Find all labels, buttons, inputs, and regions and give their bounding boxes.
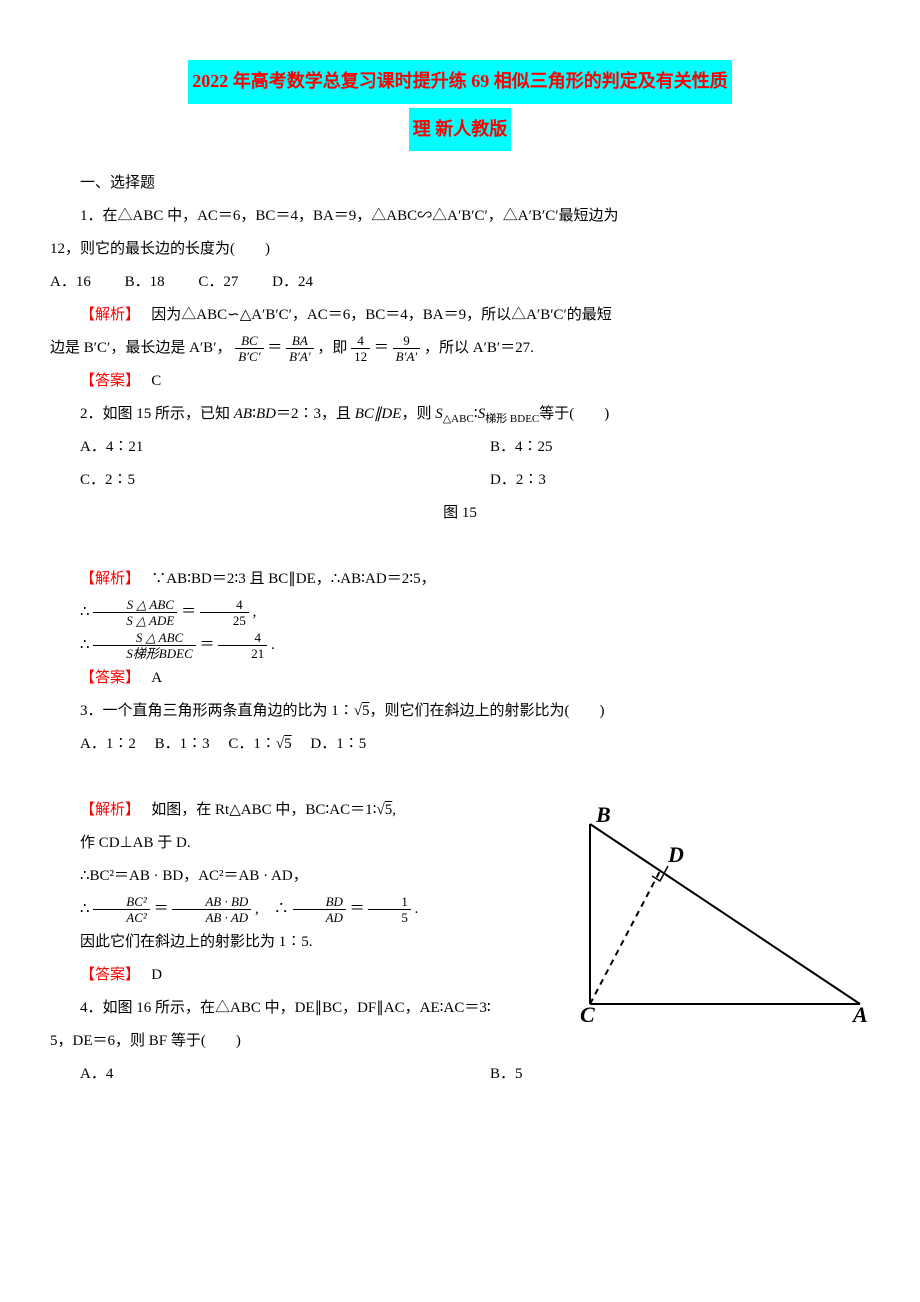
q2-answer: 【答案】 A — [50, 662, 870, 695]
q2-figlabel: 图 15 — [50, 497, 870, 530]
analysis-label: 【解析】 — [80, 571, 133, 587]
q2-analysis-3: ∴ S △ ABC S梯形BDEC ＝ 4 21 . — [50, 629, 870, 662]
q4-opt-a: A．4 — [50, 1058, 460, 1091]
fraction: BC B′C′ — [235, 333, 263, 365]
q1-opt-c: C．27 — [198, 274, 238, 290]
q4-opt-b: B．5 — [460, 1058, 870, 1091]
q1-stem-2: 12，则它的最长边的长度为( ) — [50, 233, 870, 266]
q2-opt-d: D．2∶3 — [460, 464, 870, 497]
fraction: 4 21 — [218, 630, 267, 662]
q1-analysis-p1: 边是 B′C′，最长边是 A′B′， — [50, 340, 231, 356]
analysis-label: 【解析】 — [80, 802, 133, 818]
q3-opt-c: C．1∶√5 — [228, 736, 291, 752]
triangle-diagram: B C A D — [570, 804, 870, 1024]
q3-opt-b: B．1∶3 — [155, 736, 210, 752]
fraction: BC² AC² — [93, 894, 150, 926]
doc-title-line1: 2022 年高考数学总复习课时提升练 69 相似三角形的判定及有关性质 — [188, 60, 732, 104]
svg-text:D: D — [667, 842, 684, 867]
q3-answer-val: D — [151, 967, 162, 983]
fraction: S △ ABC S梯形BDEC — [93, 630, 195, 662]
q2-stem: 2．如图 15 所示，已知 AB∶BD＝2∶3，且 BC∥DE，则 S△ABC∶… — [50, 398, 870, 431]
analysis-label: 【解析】 — [80, 307, 133, 323]
q1-opt-d: D．24 — [272, 274, 313, 290]
fraction: 4 25 — [200, 597, 249, 629]
svg-text:B: B — [595, 804, 611, 827]
q1-analysis-text1: 因为△ABC∽△A′B′C′，AC＝6，BC＝4，BA＝9，所以△A′B′C′的… — [151, 307, 612, 323]
q3-options: A．1∶2 B．1∶3 C．1∶√5 D．1∶5 — [50, 728, 870, 761]
q2-analysis-text: ∵AB∶BD＝2∶3 且 BC∥DE，∴AB∶AD＝2∶5， — [151, 571, 435, 587]
answer-label: 【答案】 — [80, 373, 133, 389]
fraction: S △ ABC S △ ADE — [93, 597, 177, 629]
q3-opt-a: A．1∶2 — [80, 736, 136, 752]
answer-label: 【答案】 — [80, 670, 133, 686]
q1-stem-1: 1．在△ABC 中，AC＝6，BC＝4，BA＝9，△ABC∽△A′B′C′，△A… — [50, 200, 870, 233]
fraction: 4 12 — [351, 333, 370, 365]
q2-analysis-2: ∴ S △ ABC S △ ADE ＝ 4 25 , — [50, 596, 870, 629]
fraction: BD AD — [293, 894, 346, 926]
q4-stem-2: 5，DE＝6，则 BF 等于( ) — [50, 1025, 870, 1058]
q1-answer: 【答案】 C — [50, 365, 870, 398]
q3-opt-d: D．1∶5 — [310, 736, 366, 752]
q1-analysis-2: 边是 B′C′，最长边是 A′B′， BC B′C′ ＝ BA B′A′ ，即 … — [50, 332, 870, 365]
q2-options-row1: A．4∶21 B．4∶25 — [50, 431, 870, 464]
q2-analysis-1: 【解析】 ∵AB∶BD＝2∶3 且 BC∥DE，∴AB∶AD＝2∶5， — [50, 563, 870, 596]
q2-answer-val: A — [151, 670, 162, 686]
svg-text:A: A — [851, 1002, 868, 1024]
doc-title-line2: 理 新人教版 — [409, 108, 512, 152]
q1-answer-val: C — [151, 373, 161, 389]
q1-options: A．16 B．18 C．27 D．24 — [50, 266, 870, 299]
q1-opt-b: B．18 — [125, 274, 165, 290]
fraction: 1 5 — [368, 894, 411, 926]
q2-opt-b: B．4∶25 — [460, 431, 870, 464]
q4-options: A．4 B．5 — [50, 1058, 870, 1091]
svg-text:C: C — [580, 1002, 595, 1024]
q3-stem: 3．一个直角三角形两条直角边的比为 1∶√5，则它们在斜边上的射影比为( ) — [50, 695, 870, 728]
fraction: AB · BD AB · AD — [172, 894, 251, 926]
section-heading: 一、选择题 — [50, 167, 870, 200]
fraction: BA B′A′ — [286, 333, 314, 365]
q2-opt-a: A．4∶21 — [50, 431, 460, 464]
q2-options-row2: C．2∶5 D．2∶3 — [50, 464, 870, 497]
answer-label: 【答案】 — [80, 967, 133, 983]
q1-opt-a: A．16 — [50, 274, 91, 290]
fraction: 9 B′A′ — [393, 333, 421, 365]
q1-analysis-1: 【解析】 因为△ABC∽△A′B′C′，AC＝6，BC＝4，BA＝9，所以△A′… — [50, 299, 870, 332]
q2-opt-c: C．2∶5 — [50, 464, 460, 497]
